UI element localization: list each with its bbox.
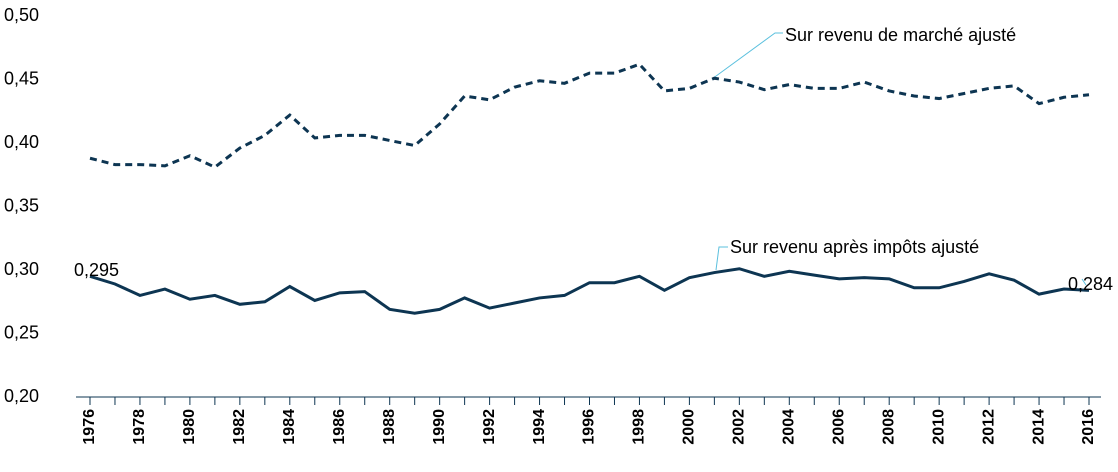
y-tick-label: 0,30 [4, 259, 39, 279]
x-tick-label: 2010 [930, 409, 947, 445]
x-tick-label: 2004 [781, 409, 798, 445]
x-tick-label: 1988 [381, 409, 398, 445]
leader-line [1081, 278, 1087, 286]
x-tick-label: 1978 [131, 409, 148, 445]
x-tick-label: 1998 [631, 409, 648, 445]
y-tick-label: 0,45 [4, 68, 39, 88]
x-tick-label: 1980 [181, 409, 198, 445]
x-tick-label: 1994 [531, 409, 548, 445]
data-label: 0,295 [74, 260, 119, 280]
series-line [89, 267, 1090, 315]
x-tick-label: 1984 [281, 409, 298, 445]
y-tick-label: 0,35 [4, 195, 39, 215]
x-tick-label: 2014 [1030, 409, 1047, 445]
x-tick-label: 1992 [481, 409, 498, 445]
x-tick-label: 2000 [681, 409, 698, 445]
x-tick-label: 1976 [81, 409, 98, 445]
y-tick-label: 0,50 [4, 5, 39, 25]
series-label: Sur revenu après impôts ajusté [730, 237, 979, 257]
data-label: 0,284 [1068, 274, 1113, 294]
x-tick-label: 1990 [431, 409, 448, 445]
x-tick-label: 2016 [1080, 409, 1097, 445]
x-tick-label: 2008 [880, 409, 897, 445]
x-tick-label: 1982 [231, 409, 248, 445]
x-tick-label: 2006 [830, 409, 847, 445]
y-tick-label: 0,25 [4, 322, 39, 342]
leader-line [715, 246, 728, 271]
leader-line [711, 32, 783, 80]
x-tick-label: 1996 [581, 409, 598, 445]
x-tick-label: 2012 [980, 409, 997, 445]
x-tick-label: 1986 [331, 409, 348, 445]
y-tick-label: 0,40 [4, 132, 39, 152]
series-label: Sur revenu de marché ajusté [785, 25, 1016, 45]
x-tick-label: 2002 [731, 409, 748, 445]
series-line [89, 62, 1090, 169]
y-tick-label: 0,20 [4, 386, 39, 406]
